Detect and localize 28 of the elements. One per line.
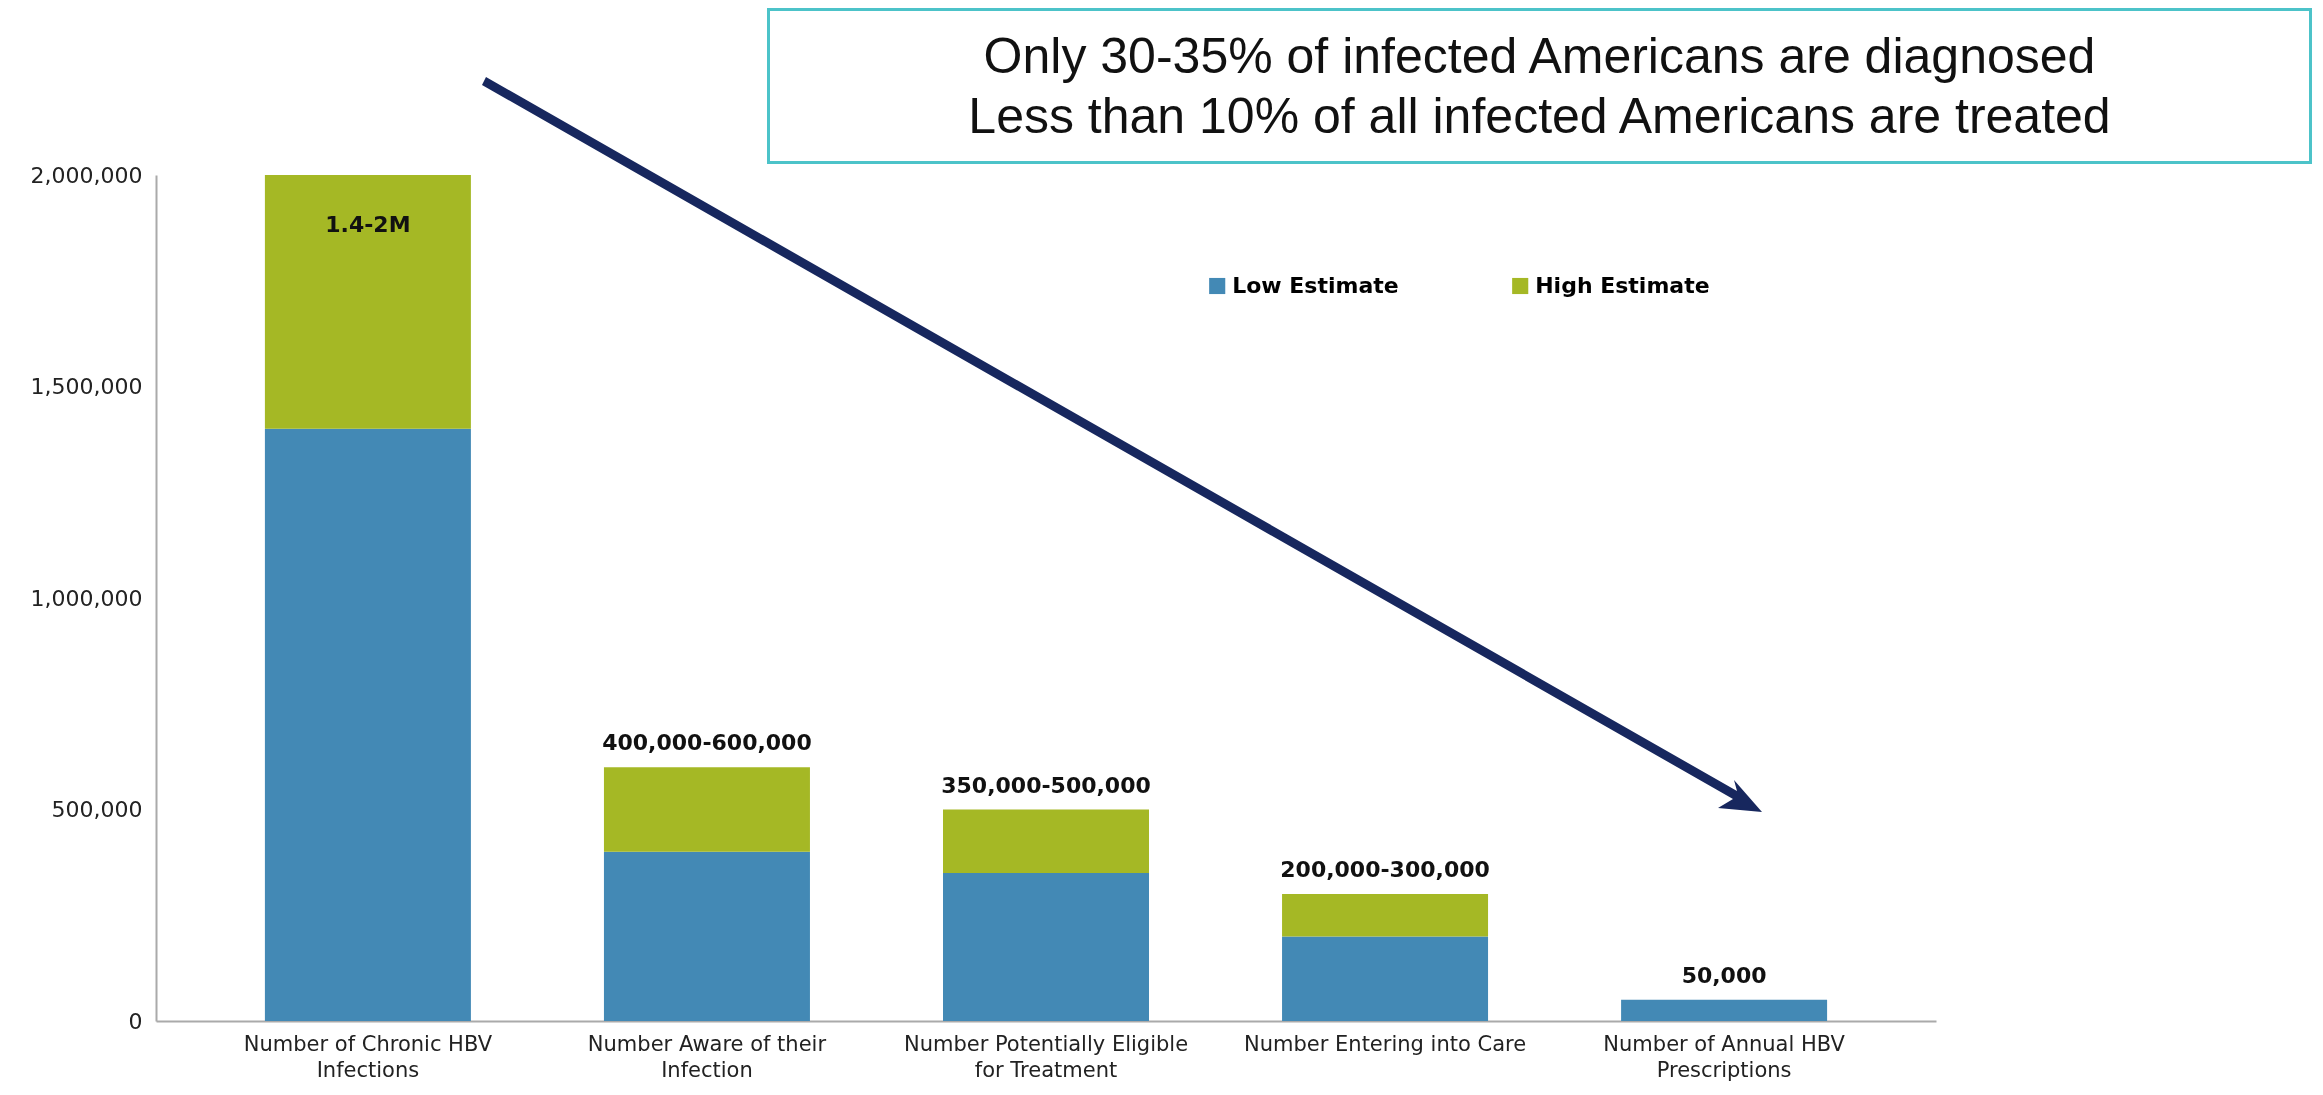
- text: Only 30-35% of infected Americans are diagnosed: [983, 27, 2096, 86]
- bar: [1282, 936, 1489, 1021]
- x-tick-label: Number Entering into Care: [1244, 1031, 1527, 1056]
- bar: [1282, 894, 1489, 937]
- y-tick-label: 1,500,000: [30, 374, 143, 399]
- annotation: 400,000-600,000: [602, 730, 812, 756]
- text: Less than 10% of all infected Americans are treated: [968, 87, 2111, 146]
- bar: [603, 767, 810, 852]
- x-tick-label: Number Aware of their Infection: [587, 1031, 827, 1082]
- annotation: 1.4-2M: [325, 212, 411, 237]
- annotation: 200,000-300,000: [1280, 857, 1490, 883]
- x-tick-label: Number Potentially Eligible for Treatment: [903, 1031, 1189, 1082]
- bar: [1621, 999, 1828, 1021]
- bar: [264, 175, 471, 429]
- legend-label: Low Estimate: [1232, 273, 1399, 298]
- bar: [943, 809, 1149, 873]
- bar: [603, 851, 810, 1021]
- y-tick-label: 0: [128, 1008, 143, 1034]
- y-tick-label: 2,000,000: [30, 162, 143, 188]
- y-tick-label: 500,000: [51, 797, 143, 822]
- bar: [943, 872, 1149, 1021]
- x-tick-label: Number of Chronic HBV Infections: [243, 1031, 493, 1082]
- annotation: 350,000-500,000: [941, 772, 1151, 798]
- legend-label: High Estimate: [1535, 273, 1710, 298]
- y-tick-label: 1,000,000: [30, 585, 143, 611]
- annotation: 50,000: [1681, 962, 1767, 988]
- bar: [264, 428, 471, 1021]
- x-tick-label: Number of Annual HBV Prescriptions: [1603, 1031, 1846, 1082]
